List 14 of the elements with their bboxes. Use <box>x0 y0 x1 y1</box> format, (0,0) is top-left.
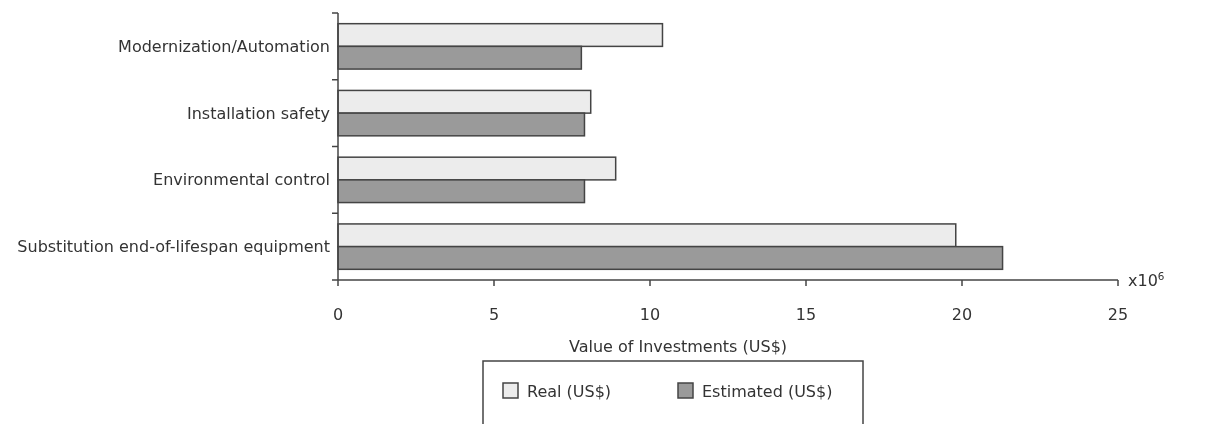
x-tick-label: 10 <box>639 305 661 324</box>
x-tick-label: 25 <box>1107 305 1129 324</box>
x-tick-label: 15 <box>795 305 817 324</box>
x-axis-title: Value of Investments (US$) <box>568 337 788 356</box>
legend-label: Real (US$) <box>527 381 612 401</box>
y-tick-label: Environmental control <box>153 170 330 190</box>
x-tick-label: 20 <box>951 305 973 324</box>
y-tick-label: Modernization/Automation <box>118 36 330 56</box>
y-tick-label: Installation safety <box>186 103 330 123</box>
y-tick-label: Substitution end-of-lifespan equipment <box>17 237 330 257</box>
x-tick-label: 5 <box>488 305 500 324</box>
legend-label: Estimated (US$) <box>702 381 833 401</box>
x-tick-label: 0 <box>332 305 344 324</box>
text: x10$^{6}$ <box>1128 270 1165 290</box>
